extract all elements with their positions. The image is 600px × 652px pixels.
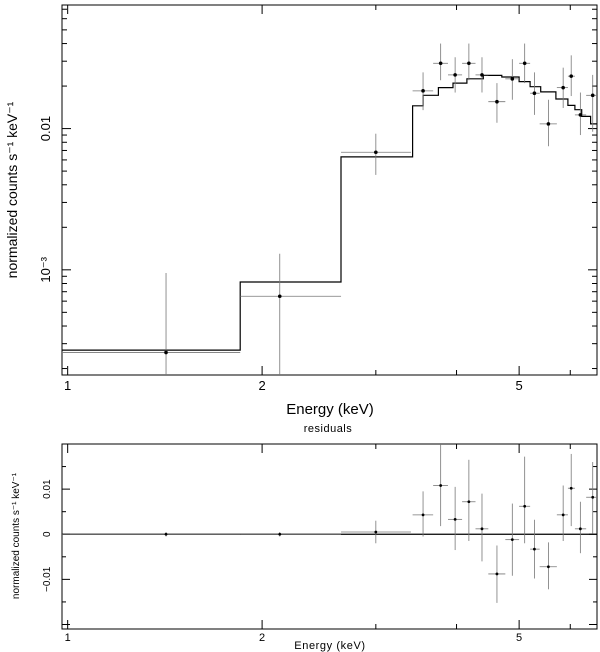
- top-y-tick-label: 0.01: [38, 116, 53, 141]
- data-point: [467, 61, 471, 66]
- bottom-panel-plot: 1 2 5 0.01 0 −0.01: [42, 443, 597, 644]
- data-point: [421, 89, 425, 93]
- residual-point: [546, 565, 550, 569]
- data-point: [438, 61, 443, 66]
- top-y-axis-label: normalized counts s⁻¹ keV⁻¹: [4, 101, 20, 278]
- top-panel-frame: [61, 4, 598, 376]
- residual-point: [439, 484, 443, 487]
- top-y-tick-label: 10⁻³: [38, 256, 53, 282]
- data-point: [480, 73, 484, 77]
- bottom-y-axis-label: normalized counts s⁻¹ keV⁻¹: [11, 472, 22, 599]
- residual-point: [495, 572, 499, 576]
- residual-point: [467, 500, 471, 504]
- residual-point: [533, 547, 536, 551]
- residual-point: [421, 513, 425, 517]
- top-x-tick-label: 5: [516, 378, 523, 393]
- data-point: [374, 150, 378, 155]
- data-point: [495, 99, 499, 104]
- bottom-y-tick-label: 0.01: [42, 479, 53, 499]
- residual-point: [523, 504, 527, 508]
- data-point: [546, 122, 551, 126]
- bottom-x-tick-label: 2: [259, 632, 265, 644]
- top-x-axis-label: Energy (keV): [286, 401, 374, 418]
- residuals-title: residuals: [304, 423, 353, 435]
- bottom-x-axis-label: Energy (keV): [294, 640, 365, 652]
- residual-point: [569, 486, 573, 490]
- top-x-tick-label: 2: [258, 378, 265, 393]
- data-point: [532, 91, 537, 96]
- residual-point: [374, 530, 378, 534]
- data-point: [578, 113, 583, 117]
- data-point: [561, 85, 565, 90]
- bottom-y-tick-label: 0: [42, 531, 53, 537]
- top-panel-plot: 1 2 5 10⁻³ 0.01: [38, 5, 597, 393]
- data-point: [590, 93, 595, 98]
- residual-point: [164, 532, 168, 536]
- residual-point: [578, 527, 582, 531]
- bottom-x-tick-label: 5: [516, 632, 522, 644]
- residual-point: [591, 495, 595, 499]
- top-x-tick-label: 1: [64, 378, 71, 393]
- data-point: [510, 77, 515, 81]
- residual-point: [480, 527, 484, 531]
- data-point: [453, 73, 457, 77]
- data-point: [569, 74, 573, 78]
- model-curve: [62, 74, 597, 351]
- residual-point: [561, 513, 565, 517]
- data-point: [277, 294, 282, 299]
- data-point: [164, 350, 168, 355]
- bottom-panel-frame: [61, 443, 598, 630]
- bottom-y-tick-label: −0.01: [42, 566, 53, 592]
- data-point: [522, 61, 527, 66]
- residual-point: [278, 532, 282, 536]
- residual-point: [453, 517, 457, 521]
- bottom-x-tick-label: 1: [65, 632, 71, 644]
- residual-point: [510, 538, 514, 542]
